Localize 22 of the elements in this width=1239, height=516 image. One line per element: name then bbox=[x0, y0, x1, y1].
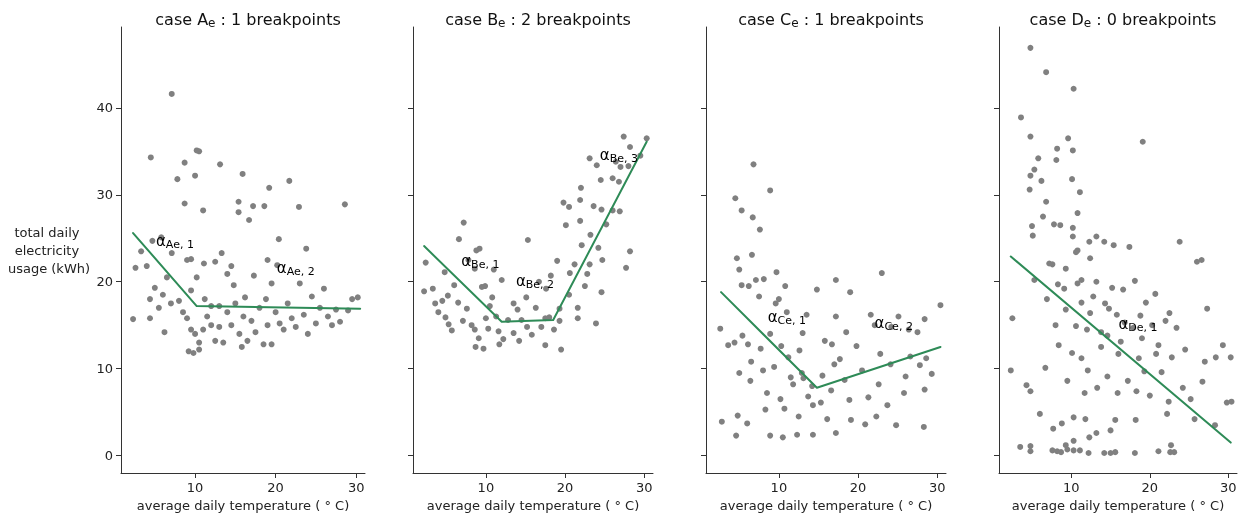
x-tick-label: 30 bbox=[929, 480, 946, 495]
x-tick-label: 10 bbox=[770, 480, 788, 495]
x-axis-title: average daily temperature ( ° C) bbox=[1011, 497, 1225, 513]
x-tick-label: 30 bbox=[347, 480, 365, 495]
y-tick-label: 40 bbox=[96, 100, 113, 116]
x-tick-label: 10 bbox=[477, 480, 495, 495]
x-tick-label: 30 bbox=[1220, 480, 1237, 495]
x-tick-label: 10 bbox=[1062, 480, 1080, 495]
y-axis-title: total daily electricity usage (kWh) bbox=[7, 224, 91, 276]
y-tick-label: 0 bbox=[104, 448, 113, 464]
x-tick-label: 20 bbox=[556, 480, 574, 495]
x-axis-title: average daily temperature ( ° C) bbox=[426, 497, 640, 513]
x-axis-title: average daily temperature ( ° C) bbox=[136, 497, 350, 513]
x-axis-title: average daily temperature ( ° C) bbox=[719, 497, 933, 513]
x-tick-label: 20 bbox=[267, 480, 284, 495]
x-tick-label: 30 bbox=[636, 480, 653, 495]
y-tick-label: 30 bbox=[96, 187, 113, 203]
y-tick-label: 20 bbox=[96, 274, 113, 290]
x-tick-label: 20 bbox=[849, 480, 867, 495]
x-tick-label: 20 bbox=[1141, 480, 1159, 495]
x-tick-label: 10 bbox=[186, 480, 204, 495]
y-tick-label: 10 bbox=[96, 361, 113, 377]
